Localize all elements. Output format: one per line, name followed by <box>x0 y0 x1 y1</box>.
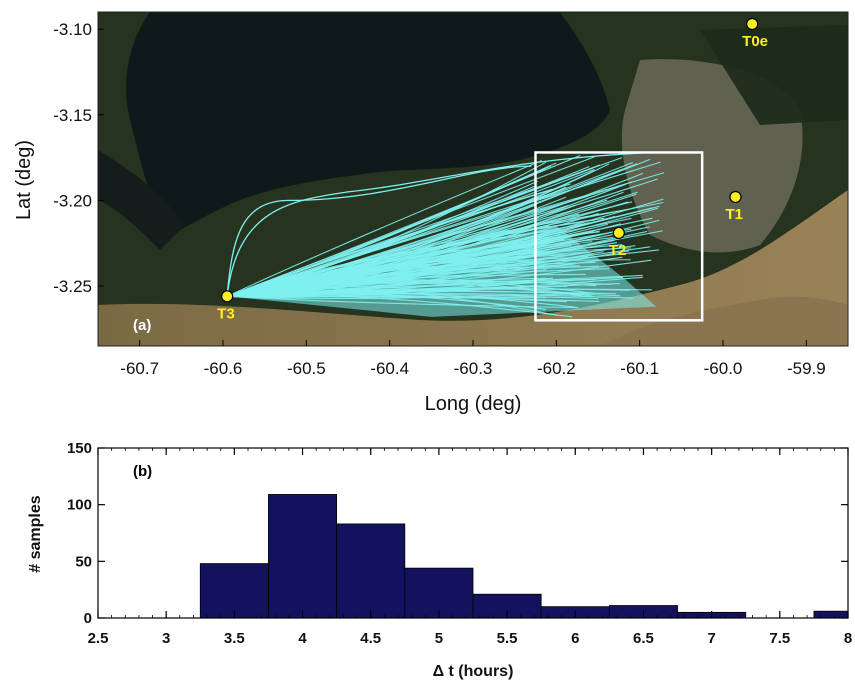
panel-b-x-ticks: 2.5 3 3.5 4 4.5 5 5.5 6 6.5 7 7.5 8 <box>88 448 852 647</box>
x-tick-label: -60.5 <box>287 359 326 378</box>
x-tick-label: -60.1 <box>620 359 659 378</box>
x-tick-label: 7 <box>707 630 715 647</box>
trajectory-line <box>227 180 538 297</box>
x-tick-label: 5.5 <box>497 630 518 647</box>
x-tick-label: -60.6 <box>204 359 243 378</box>
histogram-bar <box>813 610 849 619</box>
y-tick-label: -3.10 <box>53 20 92 39</box>
x-tick-label: 3.5 <box>224 630 245 647</box>
y-tick-label: 0 <box>84 610 92 627</box>
trajectory-line <box>226 154 581 297</box>
x-tick-label: -60.4 <box>370 359 409 378</box>
panel-a-x-axis-title: Long (deg) <box>425 393 522 415</box>
x-tick-label: 6.5 <box>633 630 654 647</box>
y-tick-label: 100 <box>67 497 92 514</box>
site-marker <box>612 226 625 240</box>
x-tick-label: -59.9 <box>787 359 826 378</box>
trajectory-density <box>227 226 657 317</box>
histogram-bar <box>404 567 474 619</box>
site-label: T0e <box>742 33 768 50</box>
panel-a-y-ticks: -3.10 -3.15 -3.20 -3.25 <box>53 20 104 296</box>
site-t0e: T0e <box>742 17 768 50</box>
x-tick-label: 5 <box>435 630 443 647</box>
histogram-bar <box>336 523 406 619</box>
site-label: T1 <box>726 206 744 223</box>
panel-a-y-axis-title: Lat (deg) <box>13 140 35 220</box>
x-tick-label: 3 <box>162 630 170 647</box>
y-tick-label: -3.25 <box>53 277 92 296</box>
y-tick-label: 150 <box>67 440 92 457</box>
x-tick-label: 4.5 <box>360 630 381 647</box>
x-tick-label: -60.3 <box>454 359 493 378</box>
site-marker <box>221 290 234 303</box>
panel-b-frame <box>97 447 849 619</box>
site-label: T3 <box>217 305 235 322</box>
trajectory-line <box>226 151 657 297</box>
site-t3: T3 <box>217 290 235 322</box>
x-tick-label: -60.0 <box>704 359 743 378</box>
study-box <box>534 151 704 322</box>
panel-a-label: (a) <box>133 317 151 334</box>
site-label: T2 <box>609 242 627 259</box>
trajectory-lines <box>226 151 665 318</box>
x-tick-label: 2.5 <box>88 630 109 647</box>
x-tick-label: 8 <box>844 630 852 647</box>
map-background <box>98 12 848 346</box>
x-tick-label: -60.7 <box>120 359 159 378</box>
histogram-bar <box>268 494 338 619</box>
site-t1: T1 <box>726 190 744 223</box>
x-tick-label: 6 <box>571 630 579 647</box>
panel-b-y-ticks: 0 50 100 150 <box>67 440 848 627</box>
panel-b-x-axis-title: Δ t (hours) <box>433 663 514 680</box>
y-tick-label: -3.15 <box>53 106 92 125</box>
panel-b-histogram: 2.5 3 3.5 4 4.5 5 5.5 6 6.5 7 7.5 8 0 50 100 150 (b) Δ… <box>27 440 852 680</box>
site-markers: T0e T1 T2 T3 <box>217 17 768 322</box>
x-tick-label: 4 <box>298 630 307 647</box>
trajectory-line <box>226 165 532 297</box>
y-tick-label: 50 <box>75 553 92 570</box>
site-marker <box>746 17 759 31</box>
trajectory-line <box>226 160 543 297</box>
site-t2: T2 <box>609 226 627 259</box>
panel-b-y-axis-title: # samples <box>27 495 44 572</box>
site-marker <box>729 190 742 204</box>
trajectory-line <box>226 157 623 297</box>
x-tick-label: -60.2 <box>537 359 576 378</box>
panel-b-label: (b) <box>133 463 152 480</box>
panel-a-x-ticks: -60.7 -60.6 -60.5 -60.4 -60.3 -60.2 -60.1 -60.0… <box>120 340 826 378</box>
x-tick-label: 7.5 <box>769 630 790 647</box>
histogram-bar <box>199 563 269 619</box>
y-tick-label: -3.20 <box>53 191 92 210</box>
histogram-bars <box>199 494 849 619</box>
